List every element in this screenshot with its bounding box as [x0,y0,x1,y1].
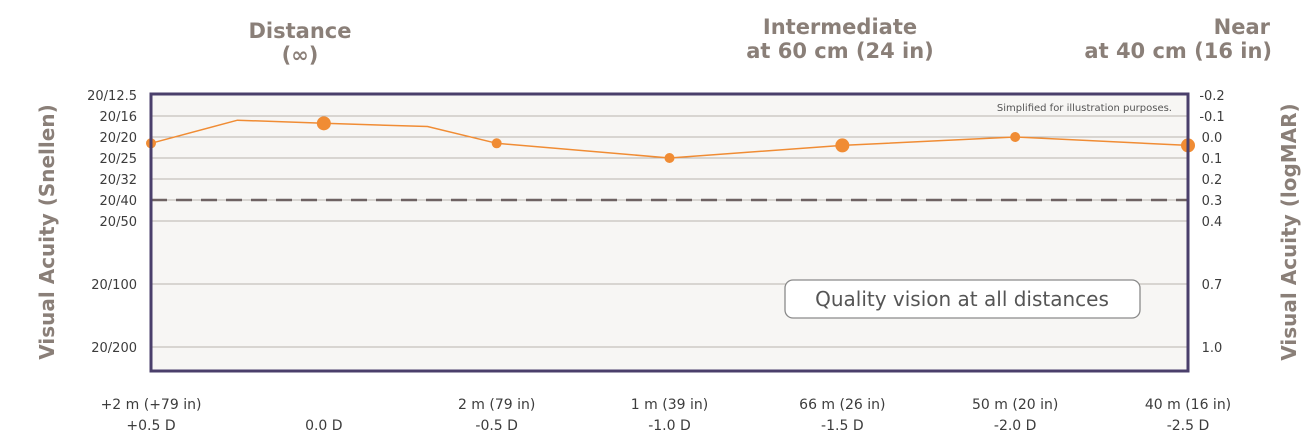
y-tick-label-snellen: 20/40 [100,194,137,209]
y-tick-label-logmar: -0.2 [1199,89,1224,104]
callout-box [784,279,1141,319]
x-tick-label-distance: 2 m (79 in) [458,397,535,413]
y-tick-label-logmar: 0.1 [1202,152,1223,167]
y-tick-label-snellen: 20/25 [100,152,137,167]
x-tick-label-distance: 66 m (26 in) [799,397,885,413]
data-point [835,138,850,153]
data-point [491,138,502,149]
y-tick-label-snellen: 20/50 [100,215,137,230]
x-tick-label-diopter: 0.0 D [305,418,343,434]
plot-frame [149,92,1190,373]
x-tick-label-diopter: -2.5 D [1167,418,1210,434]
data-point [316,116,331,131]
y-tick-label-logmar: -0.1 [1199,110,1224,125]
right-axis-ticks: -0.2 -0.1 0.0 0.1 0.2 0.3 0.4 0.7 1.0 [1199,89,1224,356]
illustration-note: Simplified for illustration purposes. [997,103,1172,114]
y-tick-label-logmar: 1.0 [1202,341,1223,356]
callout-text: Quality vision at all distances [815,287,1109,311]
y-tick-label-snellen: 20/200 [91,341,137,356]
y-tick-label-snellen: 20/20 [100,131,137,146]
header-near-line2: at 40 cm (16 in) [1084,39,1272,63]
x-tick-label-distance: 1 m (39 in) [631,397,708,413]
data-point [664,153,675,163]
x-tick-label-diopter: +0.5 D [126,418,175,434]
header-distance-line2: (∞) [282,43,319,67]
x-tick-label-diopter: -1.0 D [648,418,691,434]
series-group [146,116,1195,163]
x-tick-label-distance: 50 m (20 in) [972,397,1058,413]
x-tick-label-distance: +2 m (+79 in) [101,397,202,413]
header-near-line1: Near [1214,15,1271,39]
header-intermediate-line1: Intermediate [763,15,917,39]
y-tick-label-logmar: 0.3 [1202,194,1223,209]
x-tick-label-diopter: -1.5 D [821,418,864,434]
y-tick-label-snellen: 20/16 [100,110,137,125]
y-tick-label-snellen: 20/12.5 [87,89,137,104]
y-tick-label-snellen: 20/100 [91,278,137,293]
y-tick-label-logmar: 0.2 [1202,173,1223,188]
y-tick-label-logmar: 0.7 [1202,278,1223,293]
y-tick-label-snellen: 20/32 [100,173,137,188]
x-tick-label-distance: 40 m (16 in) [1145,397,1231,413]
x-axis-ticks: +2 m (+79 in) +0.5 D 0.0 D 2 m (79 in) -0.5 … [101,397,1232,434]
header-intermediate-line2: at 60 cm (24 in) [746,39,934,63]
plot-background [151,94,1188,371]
y-tick-label-logmar: 0.0 [1202,131,1223,146]
y-axis-title-right: Visual Acuity (logMAR) [1277,103,1301,360]
y-tick-label-logmar: 0.4 [1202,215,1223,230]
y-axis-title-left: Visual Acuity (Snellen) [35,104,59,359]
data-point [1010,132,1021,142]
left-axis-ticks: 20/12.5 20/16 20/20 20/25 20/32 20/40 20/50 20/… [87,89,137,356]
x-tick-label-diopter: -2.0 D [994,418,1037,434]
x-tick-label-diopter: -0.5 D [475,418,518,434]
header-distance-line1: Distance [249,19,352,43]
